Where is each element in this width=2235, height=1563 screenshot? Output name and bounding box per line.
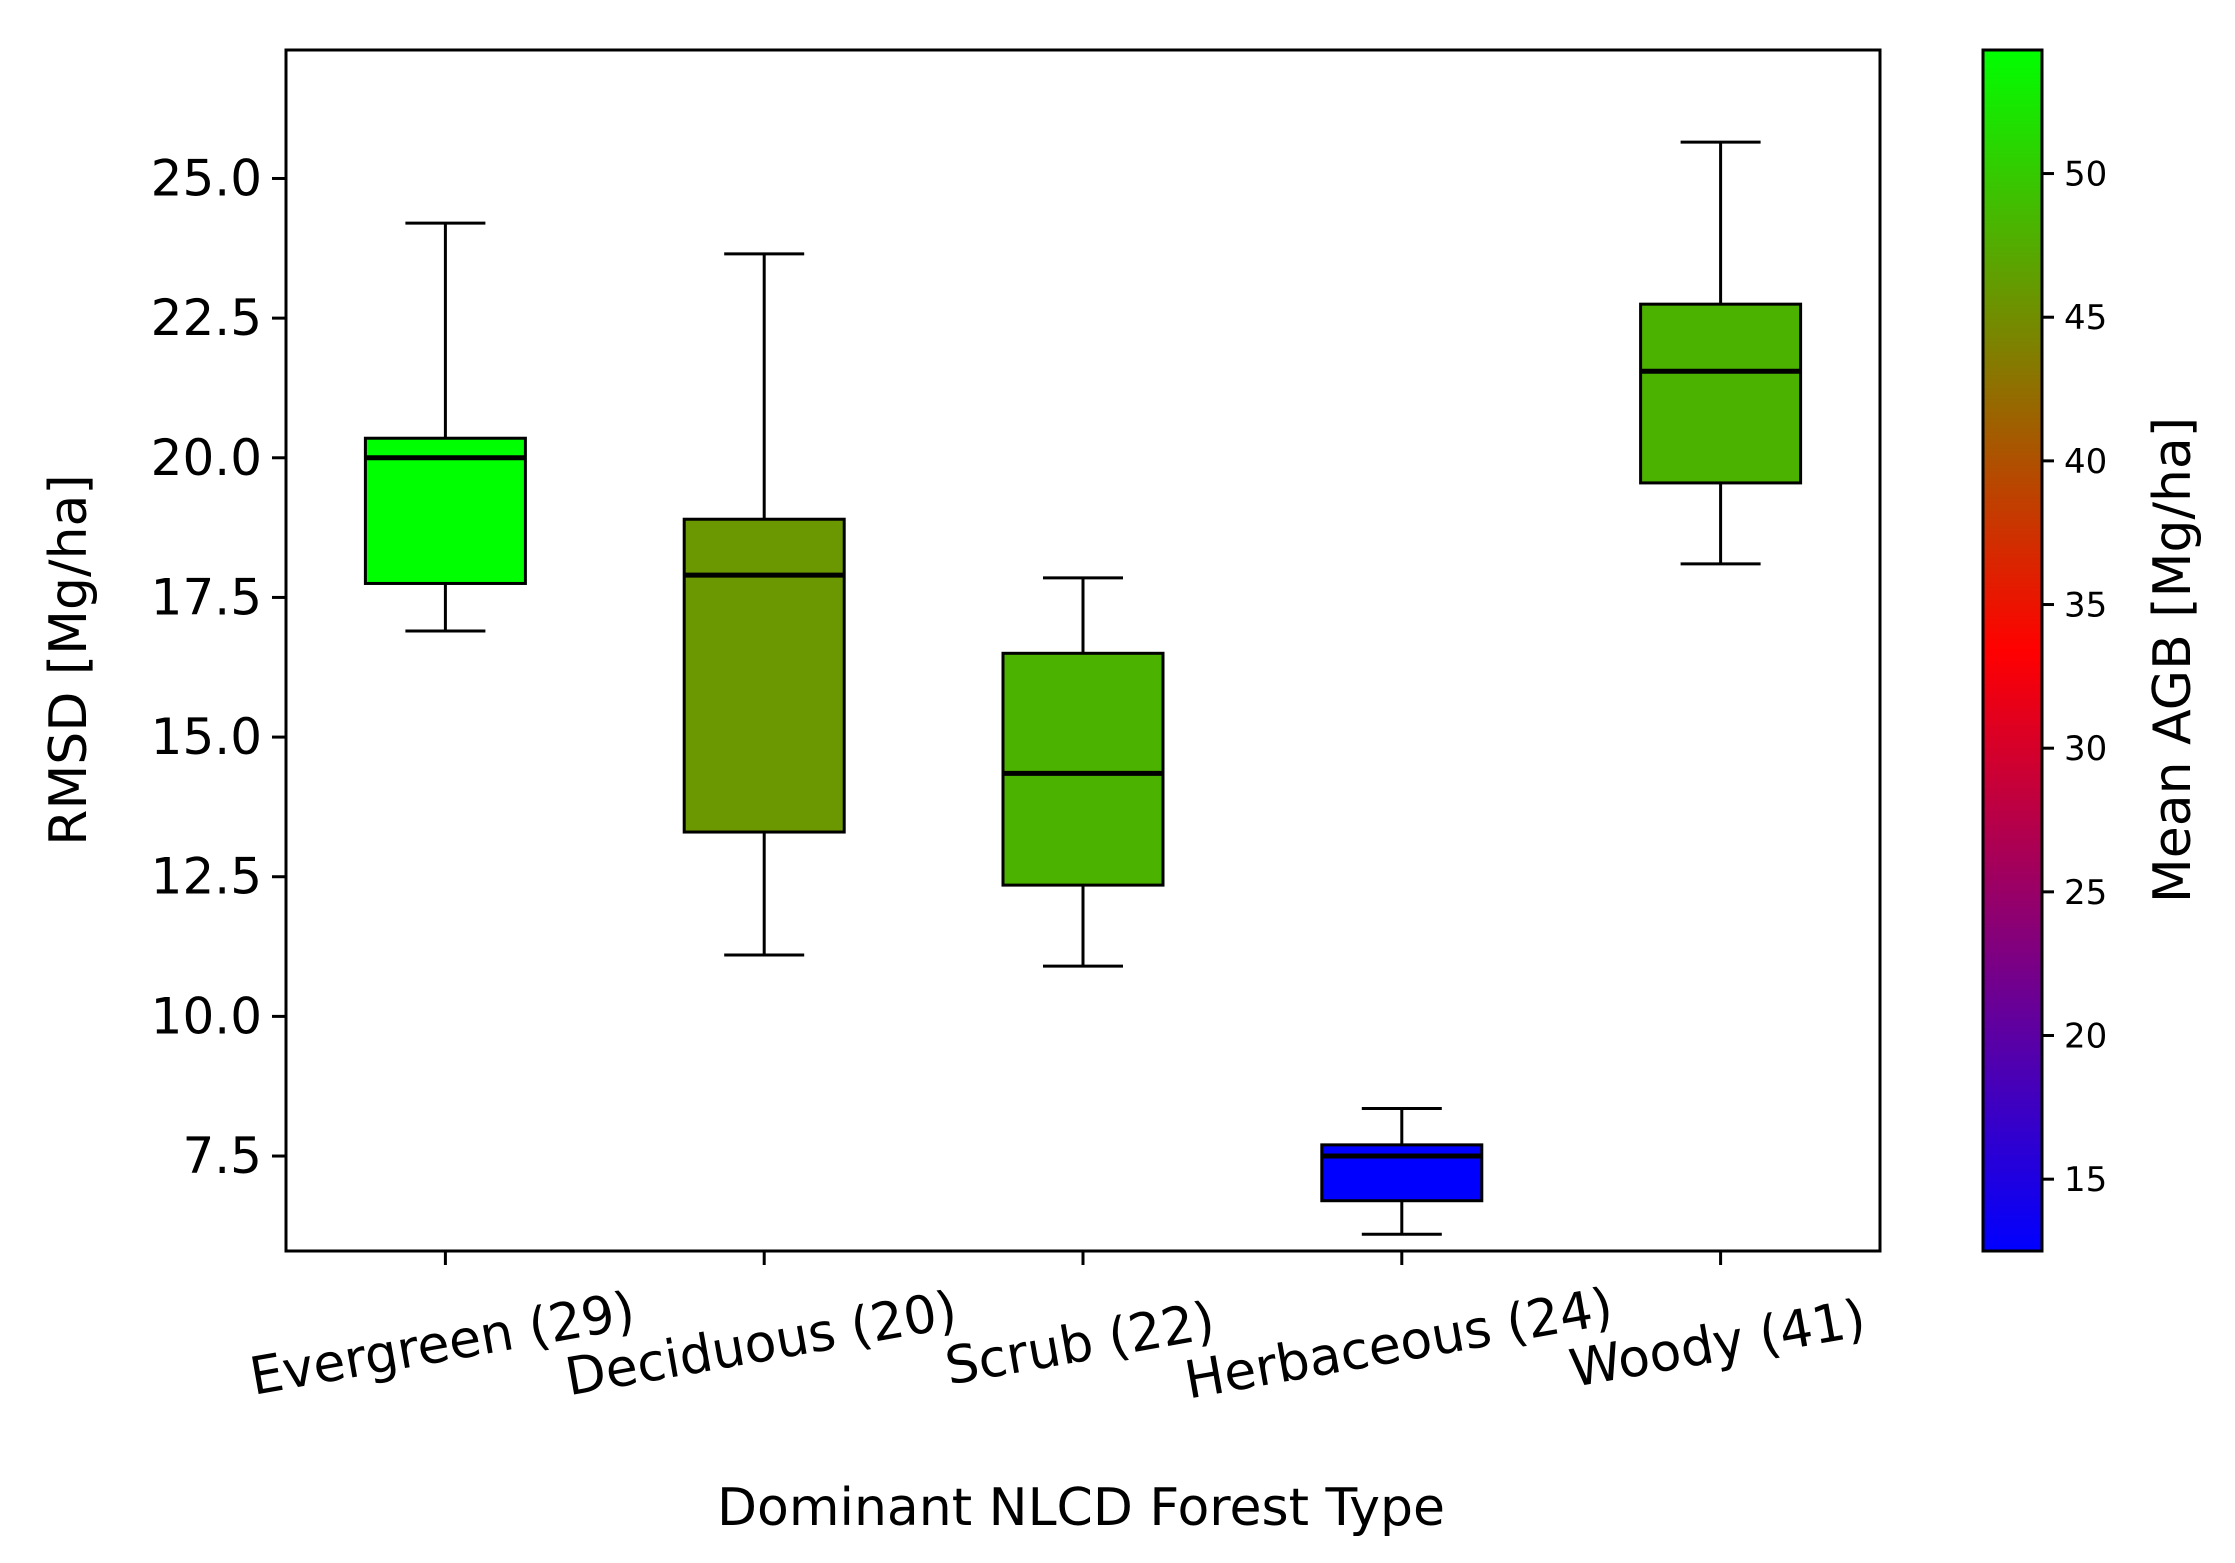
colorbar-tick-label: 15 [2064,1160,2107,1200]
colorbar-tick-label: 45 [2064,298,2107,338]
colorbar-label: Mean AGB [Mg/ha] [2143,417,2203,903]
y-tick-label: 15.0 [151,708,262,766]
iqr-box [1639,302,1803,485]
colorbar-tick-label: 40 [2064,442,2107,482]
colorbar-tick-label: 35 [2064,586,2107,626]
iqr-box [682,517,846,834]
y-tick-label: 22.5 [151,289,262,347]
colorbar-tick-label: 25 [2064,873,2107,913]
colorbar-tick-label: 50 [2064,155,2107,195]
box-4 [1639,140,1803,566]
iqr-box [1001,651,1165,887]
y-axis-label: RMSD [Mg/ha] [39,474,99,845]
y-tick-label: 12.5 [151,848,262,906]
x-category-label: Scrub (22) [941,1291,1220,1397]
y-tick-label: 25.0 [151,149,262,207]
colorbar-tick-label: 20 [2064,1017,2107,1057]
box-3 [1320,1107,1484,1236]
plot-area: 7.510.012.515.017.520.022.525.0Evergreen… [151,48,1882,1411]
x-category-label: Herbaceous (24) [1180,1277,1617,1411]
y-tick-label: 7.5 [182,1127,262,1185]
y-tick-label: 20.0 [151,429,262,487]
iqr-box [1320,1143,1484,1203]
box-2 [1001,576,1165,968]
colorbar-scale [1981,48,2044,1253]
box-1 [682,252,846,957]
x-axis-label: Dominant NLCD Forest Type [717,1478,1445,1538]
colorbar: 15 20 25 30 35 40 45 50 [1981,48,2107,1253]
y-tick-label: 10.0 [151,987,262,1045]
iqr-box [363,436,527,585]
colorbar-tick-label: 30 [2064,729,2107,769]
box-0 [363,221,527,633]
y-tick-label: 17.5 [151,568,262,626]
